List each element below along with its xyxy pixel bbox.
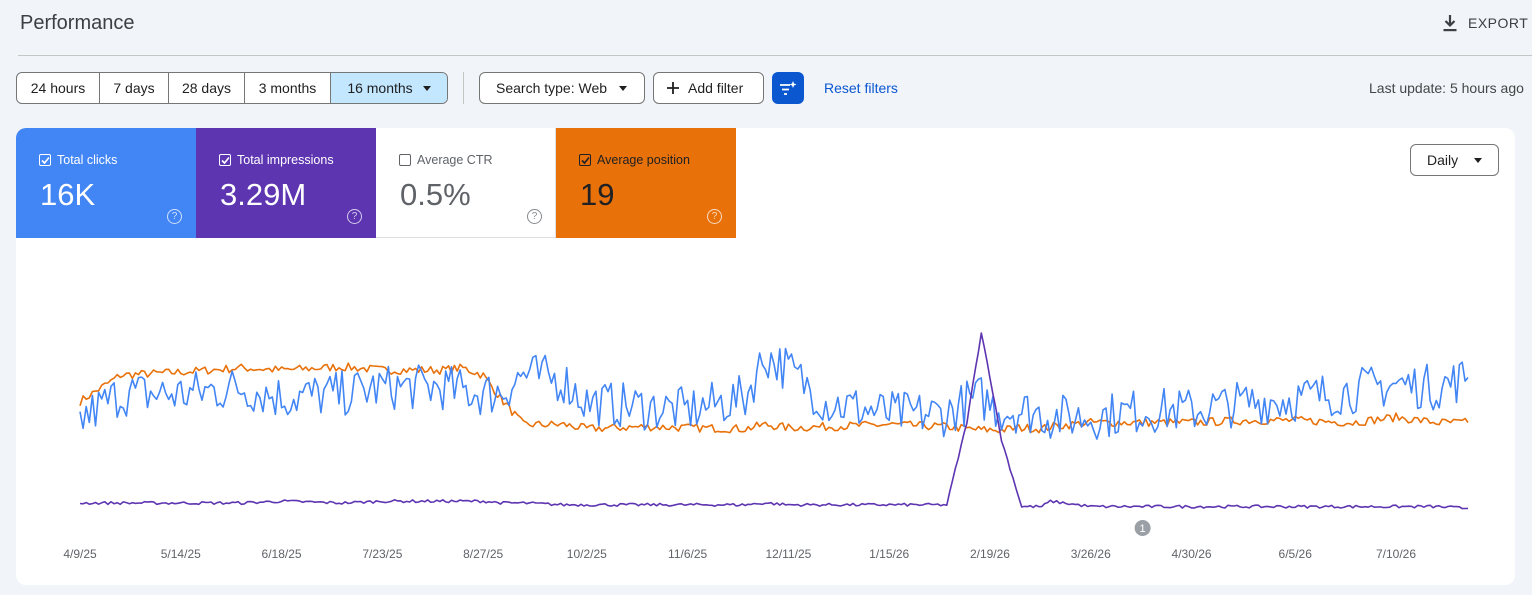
last-update-text: Last update: 5 hours ago [1369, 80, 1524, 96]
metric-total-clicks[interactable]: Total clicks 16K ? [16, 128, 196, 238]
caret-down-icon [1474, 157, 1483, 163]
metric-average-position[interactable]: Average position 19 ? [556, 128, 736, 238]
x-tick-label: 3/26/26 [1071, 547, 1111, 561]
range-7-days[interactable]: 7 days [100, 73, 169, 103]
download-icon [1443, 15, 1457, 32]
x-tick-label: 7/23/25 [362, 547, 402, 561]
x-tick-label: 2/19/26 [970, 547, 1010, 561]
x-tick-label: 4/30/26 [1172, 547, 1212, 561]
reset-filters-link[interactable]: Reset filters [824, 80, 898, 96]
annotation-marker[interactable] [1134, 520, 1151, 536]
metric-label-row: Average CTR [399, 153, 493, 167]
range-16-months[interactable]: 16 months [331, 73, 447, 103]
range-28-days[interactable]: 28 days [169, 73, 245, 103]
header-divider [18, 55, 1532, 56]
page-header: Performance EXPORT [0, 0, 1532, 56]
add-filter-button[interactable]: Add filter [653, 72, 764, 104]
add-filter-label: Add filter [688, 80, 744, 96]
x-tick-label: 4/9/25 [63, 547, 97, 561]
checkbox-checked-icon[interactable] [219, 154, 231, 166]
series-line-clicks [79, 347, 1469, 440]
metric-total-impressions[interactable]: Total impressions 3.29M ? [196, 128, 376, 238]
metric-label-row: Total impressions [219, 153, 334, 167]
x-tick-label: 5/14/25 [161, 547, 201, 561]
checkbox-checked-icon[interactable] [579, 154, 591, 166]
metric-label: Average CTR [417, 153, 493, 167]
annotation-label: 1 [1140, 523, 1146, 535]
range-16-months-label: 16 months [347, 80, 413, 96]
metric-label: Total impressions [237, 153, 334, 167]
metric-label-row: Average position [579, 153, 690, 167]
x-tick-label: 1/15/26 [869, 547, 909, 561]
metric-label: Total clicks [57, 153, 118, 167]
x-tick-label: 6/18/25 [262, 547, 302, 561]
date-range-selector: 24 hours 7 days 28 days 3 months 16 mont… [16, 72, 448, 104]
range-3-months[interactable]: 3 months [245, 73, 331, 103]
series-line-impressions [79, 332, 1469, 510]
help-icon[interactable]: ? [347, 209, 362, 224]
x-tick-label: 8/27/25 [463, 547, 503, 561]
page-title: Performance [20, 12, 135, 34]
performance-card: Total clicks 16K ? Total impressions 3.2… [16, 128, 1515, 585]
x-tick-label: 11/6/25 [668, 547, 707, 561]
metric-label-row: Total clicks [39, 153, 117, 167]
granularity-dropdown[interactable]: Daily [1410, 144, 1499, 176]
help-icon[interactable]: ? [167, 209, 182, 224]
toolbar-divider [463, 72, 464, 104]
metric-value: 16K [40, 177, 96, 212]
granularity-label: Daily [1427, 152, 1459, 168]
series-line-position [79, 362, 1469, 434]
toolbar: 24 hours 7 days 28 days 3 months 16 mont… [16, 72, 1532, 104]
export-label: EXPORT [1468, 15, 1529, 31]
caret-down-icon [422, 85, 431, 91]
smart-filter-button[interactable] [772, 72, 804, 104]
metric-value: 19 [580, 177, 615, 212]
performance-chart: 1 4/9/25 5/14/25 6/18/25 7/23/25 8/27/25 10/2/… [63, 332, 1469, 561]
plus-icon [667, 82, 679, 94]
checkbox-unchecked-icon[interactable] [399, 154, 411, 166]
metric-value: 3.29M [220, 177, 307, 212]
search-type-dropdown[interactable]: Search type: Web [479, 72, 645, 104]
x-tick-label: 7/10/26 [1376, 547, 1416, 561]
x-tick-label: 10/2/25 [567, 547, 607, 561]
range-24-hours[interactable]: 24 hours [17, 73, 100, 103]
x-tick-label: 12/11/25 [765, 547, 811, 561]
export-button[interactable]: EXPORT [1442, 14, 1528, 32]
metric-average-ctr[interactable]: Average CTR 0.5% ? [376, 128, 556, 238]
metric-label: Average position [597, 153, 690, 167]
filter-sparkle-icon [780, 81, 797, 95]
x-tick-label: 6/5/26 [1279, 547, 1313, 561]
caret-down-icon [619, 85, 628, 91]
help-icon[interactable]: ? [527, 209, 542, 224]
metric-value: 0.5% [400, 177, 471, 212]
search-type-label: Search type: Web [496, 80, 608, 96]
checkbox-checked-icon[interactable] [39, 154, 51, 166]
help-icon[interactable]: ? [707, 209, 722, 224]
